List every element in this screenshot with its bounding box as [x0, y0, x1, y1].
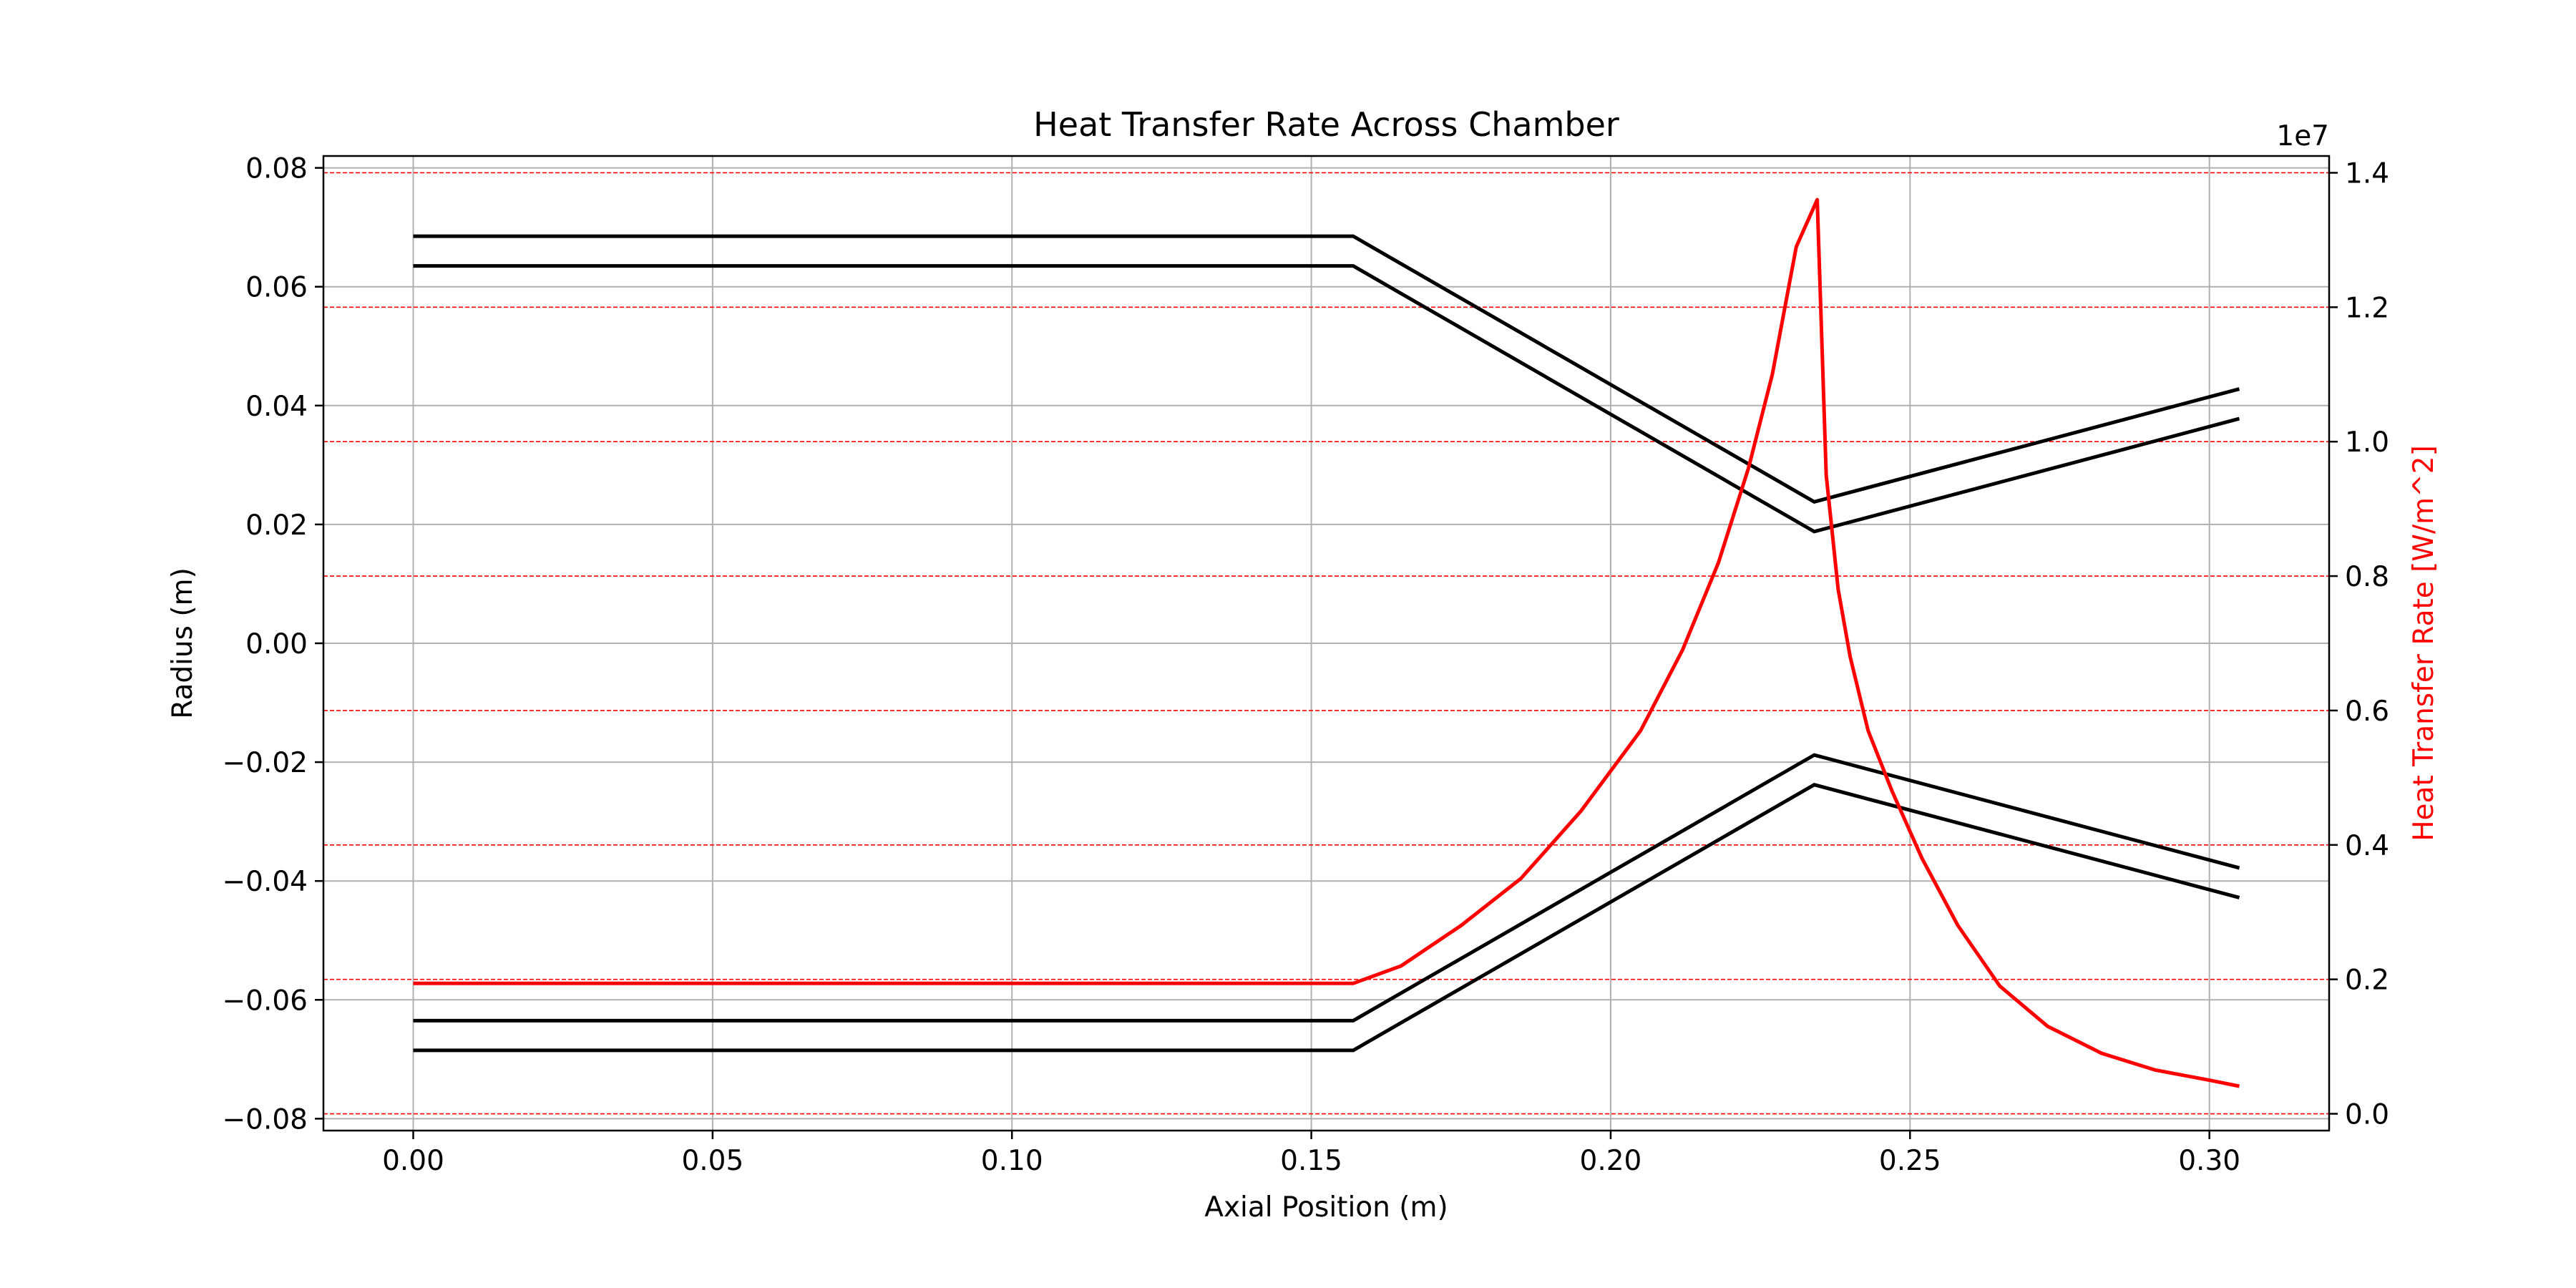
y-tick-label: −0.06 — [222, 985, 308, 1017]
chamber-contour-line — [413, 234, 2240, 504]
secondary-y-tick-label: 0.2 — [2345, 965, 2389, 997]
x-tick-label: 0.10 — [981, 1145, 1043, 1177]
y-axis-label: Radius (m) — [167, 567, 199, 719]
y-tick-label: 0.04 — [245, 391, 308, 423]
secondary-y-axis-label: Heat Transfer Rate [W/m^2] — [2408, 445, 2440, 841]
y-tick-label: −0.02 — [222, 747, 308, 779]
x-tick-label: 0.20 — [1580, 1145, 1642, 1177]
secondary-y-tick-label: 0.8 — [2345, 561, 2389, 593]
y-tick-label: 0.00 — [245, 628, 308, 660]
heat-transfer-rate-line — [413, 197, 2240, 1088]
y-tick-label: −0.04 — [222, 866, 308, 898]
chart-title: Heat Transfer Rate Across Chamber — [1033, 105, 1619, 144]
chamber-contour-line — [413, 753, 2240, 1023]
secondary-y-tick-label: 1.0 — [2345, 426, 2389, 459]
series-layer — [413, 197, 2240, 1088]
secondary-y-tick-label: 0.4 — [2345, 830, 2389, 862]
grid-layer — [323, 156, 2329, 1131]
y-tick-label: 0.02 — [245, 509, 308, 542]
secondary-y-tick-label: 1.4 — [2345, 157, 2389, 190]
secondary-y-tick-label: 0.6 — [2345, 696, 2389, 728]
chamber-contour-line — [413, 264, 2240, 534]
x-axis-label: Axial Position (m) — [1204, 1191, 1448, 1224]
secondary-y-tick-label: 0.0 — [2345, 1099, 2389, 1131]
y-tick-label: 0.06 — [245, 272, 308, 304]
chamber-contour-line — [413, 782, 2240, 1053]
x-tick-label: 0.00 — [382, 1145, 444, 1177]
x-tick-label: 0.30 — [2178, 1145, 2240, 1177]
secondary-y-offset-text: 1e7 — [2276, 120, 2329, 152]
secondary-y-tick-label: 1.2 — [2345, 292, 2389, 324]
tick-layer: 0.00 0.05 0.10 0.15 0.20 0.25 0.30 0.08 0.06 0.04… — [222, 153, 2389, 1177]
x-tick-label: 0.15 — [1280, 1145, 1342, 1177]
x-tick-label: 0.25 — [1879, 1145, 1941, 1177]
y-tick-label: −0.08 — [222, 1103, 308, 1136]
x-tick-label: 0.05 — [681, 1145, 743, 1177]
y-tick-label: 0.08 — [245, 153, 308, 185]
